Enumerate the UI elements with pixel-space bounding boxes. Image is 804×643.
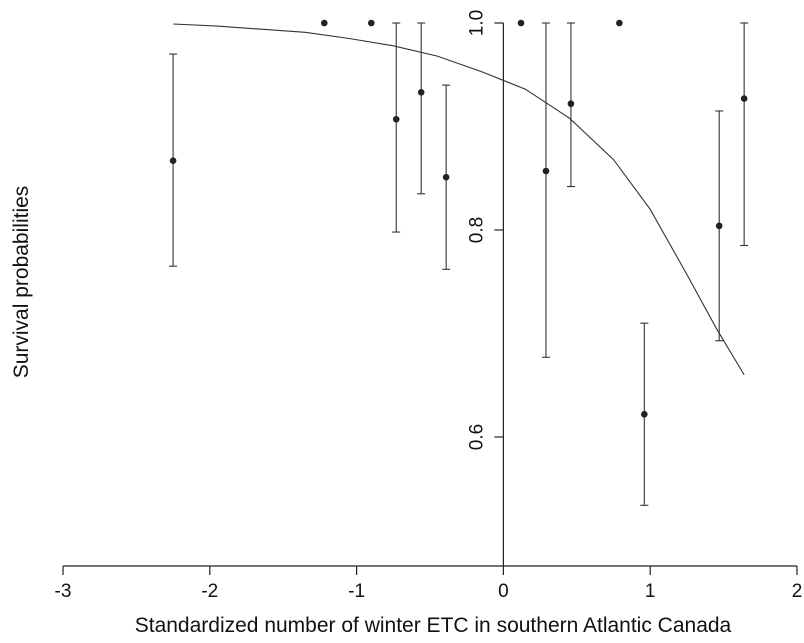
- data-point: [715, 222, 723, 230]
- data-point: [740, 95, 748, 102]
- y-tick-label: 0.6: [466, 424, 487, 450]
- data-point: [641, 410, 648, 418]
- data-point: [321, 19, 328, 27]
- fitted-curve-layer: [173, 23, 745, 376]
- x-tick-label: -3: [55, 581, 72, 602]
- data-point: [567, 100, 575, 108]
- data-point: [169, 157, 177, 164]
- x-tick-label: 1: [645, 581, 656, 602]
- data-point: [417, 89, 425, 96]
- error-bar: [392, 22, 401, 233]
- error-bar: [740, 22, 749, 247]
- error-bar: [541, 22, 550, 358]
- data-point: [367, 19, 375, 27]
- axes: -3 -2 -1 0 1 2 0.6 0.8 1.0: [55, 10, 803, 602]
- x-axis-label: Standardized number of winter ETC in sou…: [135, 614, 732, 637]
- y-tick-label: 1.0: [466, 10, 487, 36]
- x-tick-label: -2: [201, 581, 218, 602]
- x-tick-label: -1: [348, 581, 365, 602]
- x-tick-label: 0: [498, 581, 509, 602]
- error-bar-layer: [169, 22, 749, 506]
- data-point: [442, 173, 450, 181]
- data-point: [616, 19, 623, 27]
- data-point: [517, 19, 525, 27]
- data-point: [542, 167, 550, 175]
- y-tick-label: 0.8: [466, 217, 487, 243]
- fitted-curve: [173, 23, 745, 376]
- data-point: [392, 115, 400, 123]
- y-axis-label: Survival probabilities: [10, 186, 33, 379]
- error-bar: [417, 22, 426, 195]
- data-point-layer: [169, 19, 748, 418]
- x-tick-label: 2: [792, 581, 803, 602]
